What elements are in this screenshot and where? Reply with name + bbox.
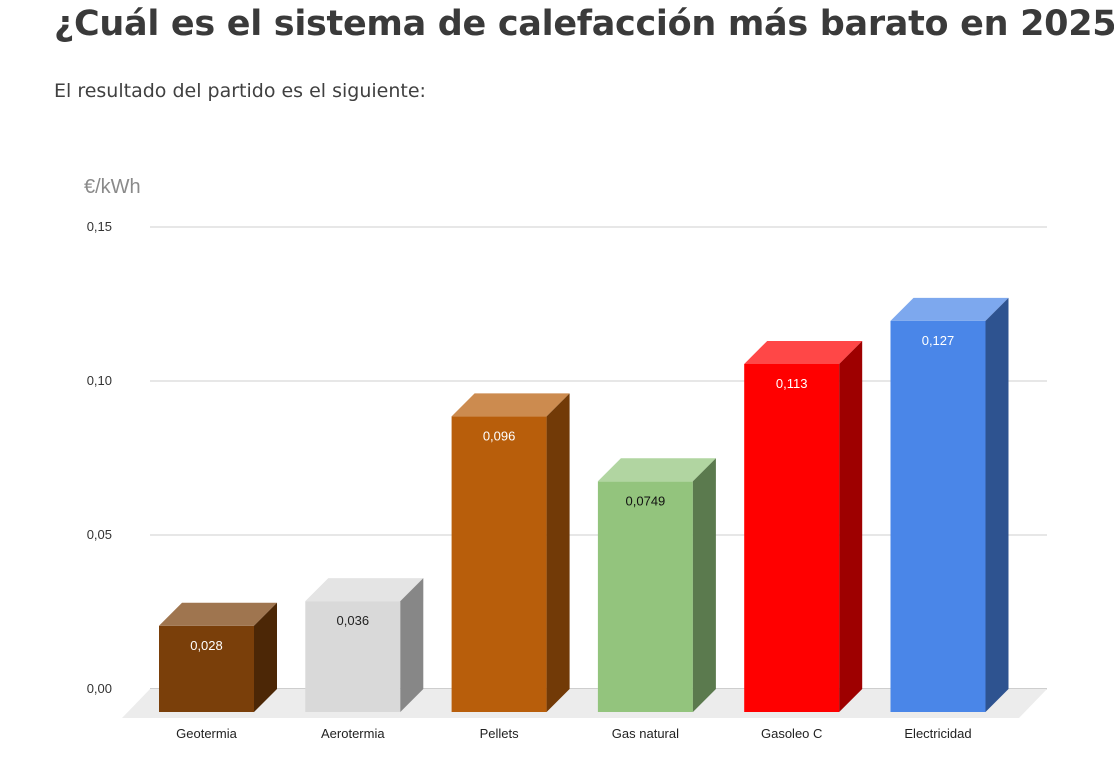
bar: 0,096 [451, 393, 570, 712]
bar-side [546, 393, 570, 712]
intro-text: El resultado del partido es el siguiente… [54, 80, 426, 102]
bar-side [692, 458, 716, 712]
bar: 0,028 [159, 602, 277, 712]
bar-front [451, 416, 547, 712]
x-tick-label: Gasoleo C [761, 726, 822, 741]
bar-top [597, 458, 716, 482]
bar: 0,036 [305, 578, 424, 712]
data-label: 0,0749 [626, 493, 666, 508]
y-tick-labels: 0,00 0,05 0,10 0,15 [87, 219, 112, 696]
data-label: 0,036 [337, 613, 370, 628]
bar-front [159, 625, 254, 712]
bar: 0,0749 [597, 458, 716, 712]
y-tick-label: 0,10 [87, 373, 112, 388]
y-tick-label: 0,05 [87, 527, 112, 542]
data-label: 0,127 [922, 333, 955, 348]
bar-front [597, 481, 693, 712]
bar-side [400, 578, 424, 712]
x-tick-label: Electricidad [904, 726, 971, 741]
bar-top [890, 297, 1009, 321]
data-label: 0,028 [190, 638, 223, 653]
bar-top [159, 602, 277, 626]
bar-front [744, 363, 840, 712]
bar-front [890, 320, 986, 712]
bar-top [451, 393, 570, 417]
y-tick-label: 0,00 [87, 681, 112, 696]
x-tick-label: Gas natural [612, 726, 679, 741]
y-axis-label: €/kWh [84, 176, 141, 198]
y-tick-label: 0,15 [87, 219, 112, 234]
bar-side [254, 602, 277, 712]
bar-side [839, 340, 863, 712]
data-label: 0,096 [483, 428, 516, 443]
x-tick-label: Pellets [480, 726, 520, 741]
bar-top [305, 578, 424, 602]
x-tick-labels: Geotermia Aerotermia Pellets Gas natural Gas… [176, 726, 971, 741]
data-label: 0,113 [776, 376, 808, 391]
x-tick-label: Aerotermia [321, 726, 385, 741]
bars: 0,028 0,036 0,096 0,0749 0,113 0,127 [159, 297, 1009, 712]
bar: 0,127 [890, 297, 1009, 712]
bar-front [305, 601, 401, 712]
bar: 0,113 [744, 340, 863, 712]
page-title: ¿Cuál es el sistema de calefacción más b… [54, 4, 1114, 44]
bar-side [985, 297, 1009, 712]
bar-top [744, 340, 863, 364]
x-tick-label: Geotermia [176, 726, 237, 741]
